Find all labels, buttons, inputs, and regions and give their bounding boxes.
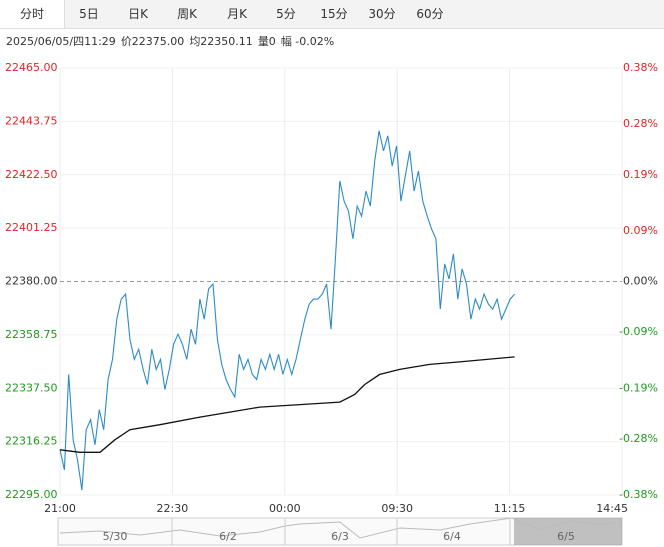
x-tick-label: 09:30 [381, 502, 413, 515]
tab[interactable]: 5日 [79, 7, 99, 21]
navigator-sparkline [59, 517, 621, 539]
tab[interactable]: 周K [177, 7, 197, 21]
info-item: 2025/06/05/四11:29 [6, 35, 116, 48]
y-tick-label: 22295.00 [5, 488, 58, 501]
y2-tick-label: 0.28% [623, 117, 658, 130]
navigator-date: 5/30 [103, 530, 128, 543]
y-tick-label: 22401.25 [5, 221, 58, 234]
info-line: 2025/06/05/四11:29 价22375.00 均22350.11 量0 幅 -… [6, 33, 339, 49]
tab[interactable]: 分时 [0, 0, 65, 28]
y-tick-label: 22380.00 [5, 275, 58, 288]
info-item: 量0 [257, 35, 276, 48]
y2-tick-label: -0.19% [619, 381, 658, 394]
navigator-date: 6/2 [219, 530, 237, 543]
navigator-selection [514, 518, 622, 545]
x-tick-label: 22:30 [157, 502, 189, 515]
info-item: 幅 -0.02% [280, 35, 335, 48]
x-tick-label: 21:00 [44, 502, 76, 515]
y-tick-label: 22443.75 [5, 114, 58, 127]
series-line [59, 356, 515, 453]
y-tick-label: 22316.25 [5, 435, 58, 448]
navigator-date: 6/5 [557, 530, 575, 543]
tab[interactable]: 月K [227, 7, 247, 21]
y2-tick-label: -0.28% [619, 432, 658, 445]
series-line [59, 130, 516, 491]
tab-bar: 分时 5日 日K 周K 月K 5分 15分 30分 60分 [0, 0, 664, 29]
y2-tick-label: 0.09% [623, 224, 658, 237]
y2-tick-label: 0.38% [623, 61, 658, 74]
y-tick-label: 22337.50 [5, 381, 58, 394]
tab[interactable]: 5分 [276, 7, 296, 21]
y-tick-label: 22422.50 [5, 168, 58, 181]
y2-tick-label: -0.38% [619, 488, 658, 501]
y2-tick-label: 0.00% [623, 275, 658, 288]
info-item: 均22350.11 [189, 35, 253, 48]
x-tick-label: 11:15 [494, 502, 526, 515]
x-tick-label: 00:00 [269, 502, 301, 515]
x-tick-label: 14:45 [596, 502, 628, 515]
info-item: 价22375.00 [120, 35, 185, 48]
tab[interactable]: 15分 [320, 7, 348, 21]
y-tick-label: 22358.75 [5, 328, 58, 341]
y2-tick-label: -0.09% [619, 325, 658, 338]
navigator-date: 6/3 [331, 530, 349, 543]
navigator-date: 6/4 [443, 530, 461, 543]
tab[interactable]: 60分 [416, 7, 444, 21]
tab[interactable]: 日K [128, 7, 148, 21]
y-tick-label: 22465.00 [5, 61, 58, 74]
y2-tick-label: 0.19% [623, 168, 658, 181]
tab[interactable]: 30分 [368, 7, 396, 21]
